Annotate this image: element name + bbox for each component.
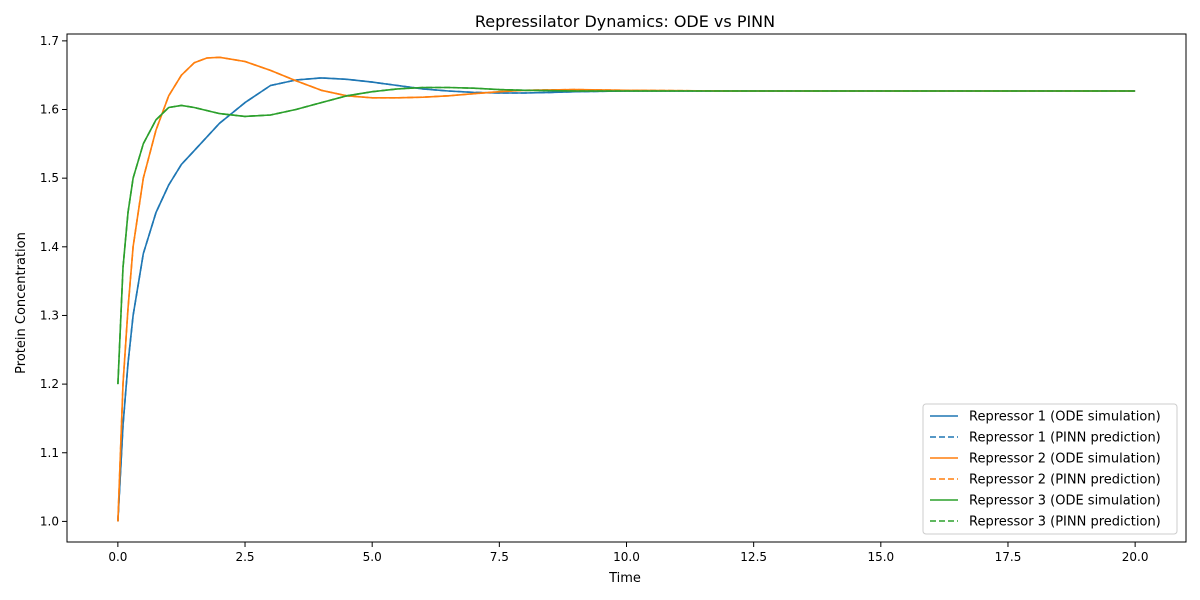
chart-title: Repressilator Dynamics: ODE vs PINN — [475, 12, 775, 31]
legend-label: Repressor 2 (ODE simulation) — [969, 452, 1161, 467]
legend-box — [922, 403, 1178, 535]
series-line-repressor-1-pinn-prediction — [117, 77, 1136, 522]
y-tick-label: 1.1 — [40, 446, 59, 460]
y-tick-label: 1.7 — [40, 34, 59, 48]
series-lines — [117, 56, 1136, 522]
x-tick-label: 0.0 — [108, 550, 127, 564]
y-axis: 1.0 1.1 1.2 1.3 1.4 1.5 1.6 1.7 — [40, 34, 67, 528]
legend-label: Repressor 3 (ODE simulation) — [969, 494, 1161, 509]
x-axis-label: Time — [608, 571, 641, 586]
legend-label: Repressor 1 (ODE simulation) — [969, 410, 1161, 425]
y-tick-label: 1.2 — [40, 377, 59, 391]
series-line-repressor-3-pinn-prediction — [117, 86, 1136, 385]
x-tick-label: 7.5 — [490, 550, 509, 564]
y-tick-label: 1.3 — [40, 308, 59, 322]
x-axis: 0.0 2.5 5.0 7.5 10.0 12.5 15.0 17.5 20.0 — [108, 542, 1148, 564]
x-tick-label: 5.0 — [363, 550, 382, 564]
y-tick-label: 1.5 — [40, 171, 59, 185]
x-tick-label: 2.5 — [235, 550, 254, 564]
legend-label: Repressor 3 (PINN prediction) — [969, 515, 1161, 530]
legend-label: Repressor 2 (PINN prediction) — [969, 473, 1161, 488]
legend: Repressor 1 (ODE simulation) Repressor 1 … — [922, 403, 1178, 535]
y-tick-label: 1.4 — [40, 240, 59, 254]
y-tick-label: 1.6 — [40, 103, 59, 117]
x-tick-label: 15.0 — [867, 550, 894, 564]
y-tick-label: 1.0 — [40, 514, 59, 528]
x-tick-label: 17.5 — [995, 550, 1022, 564]
series-line-repressor-3-ode-simulation — [117, 86, 1136, 385]
x-tick-label: 12.5 — [740, 550, 767, 564]
y-axis-label: Protein Concentration — [14, 232, 29, 374]
x-tick-label: 20.0 — [1122, 550, 1149, 564]
x-tick-label: 10.0 — [613, 550, 640, 564]
legend-label: Repressor 1 (PINN prediction) — [969, 431, 1161, 446]
